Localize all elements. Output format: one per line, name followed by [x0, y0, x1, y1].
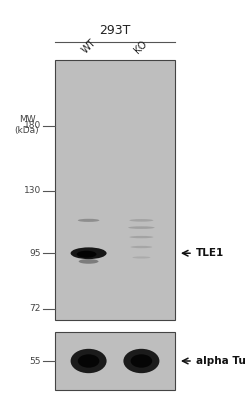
Text: alpha Tubulin: alpha Tubulin: [196, 356, 245, 366]
Ellipse shape: [78, 354, 99, 368]
Bar: [55, 60, 175, 320]
Text: 180: 180: [24, 121, 41, 130]
Ellipse shape: [71, 247, 107, 259]
Ellipse shape: [77, 251, 97, 258]
Ellipse shape: [71, 349, 107, 373]
Ellipse shape: [131, 246, 152, 248]
Ellipse shape: [79, 259, 98, 264]
Text: KO: KO: [132, 38, 149, 55]
Text: 72: 72: [30, 304, 41, 313]
Text: 55: 55: [29, 356, 41, 366]
Text: 95: 95: [29, 249, 41, 258]
Text: 130: 130: [24, 186, 41, 195]
Text: WT: WT: [80, 37, 98, 55]
Ellipse shape: [131, 354, 152, 368]
Text: 293T: 293T: [99, 24, 131, 36]
Ellipse shape: [129, 236, 153, 238]
Text: TLE1: TLE1: [196, 248, 224, 258]
Bar: [55, 332, 175, 390]
Ellipse shape: [132, 256, 150, 258]
Text: MW
(kDa): MW (kDa): [15, 115, 39, 135]
Ellipse shape: [78, 219, 99, 222]
Ellipse shape: [123, 349, 159, 373]
Ellipse shape: [129, 219, 153, 222]
Ellipse shape: [128, 226, 155, 229]
